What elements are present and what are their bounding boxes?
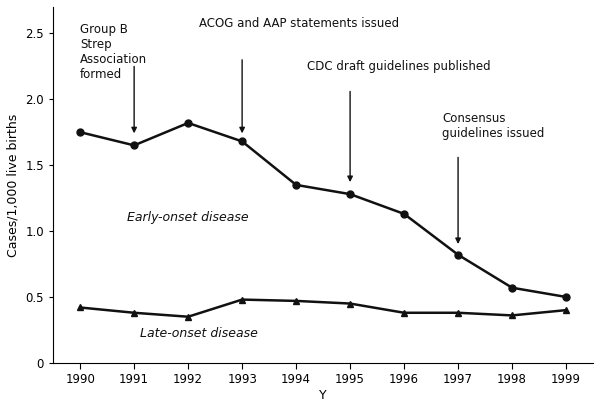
Text: ACOG and AAP statements issued: ACOG and AAP statements issued: [199, 18, 399, 31]
Text: CDC draft guidelines published: CDC draft guidelines published: [307, 60, 491, 73]
Y-axis label: Cases/1,000 live births: Cases/1,000 live births: [7, 113, 20, 256]
Text: Consensus
guidelines issued: Consensus guidelines issued: [442, 112, 544, 140]
Text: Late-onset disease: Late-onset disease: [140, 327, 258, 340]
Text: Early-onset disease: Early-onset disease: [127, 211, 249, 225]
X-axis label: Y: Y: [319, 389, 327, 402]
Text: Group B
Strep
Association
formed: Group B Strep Association formed: [80, 23, 147, 81]
